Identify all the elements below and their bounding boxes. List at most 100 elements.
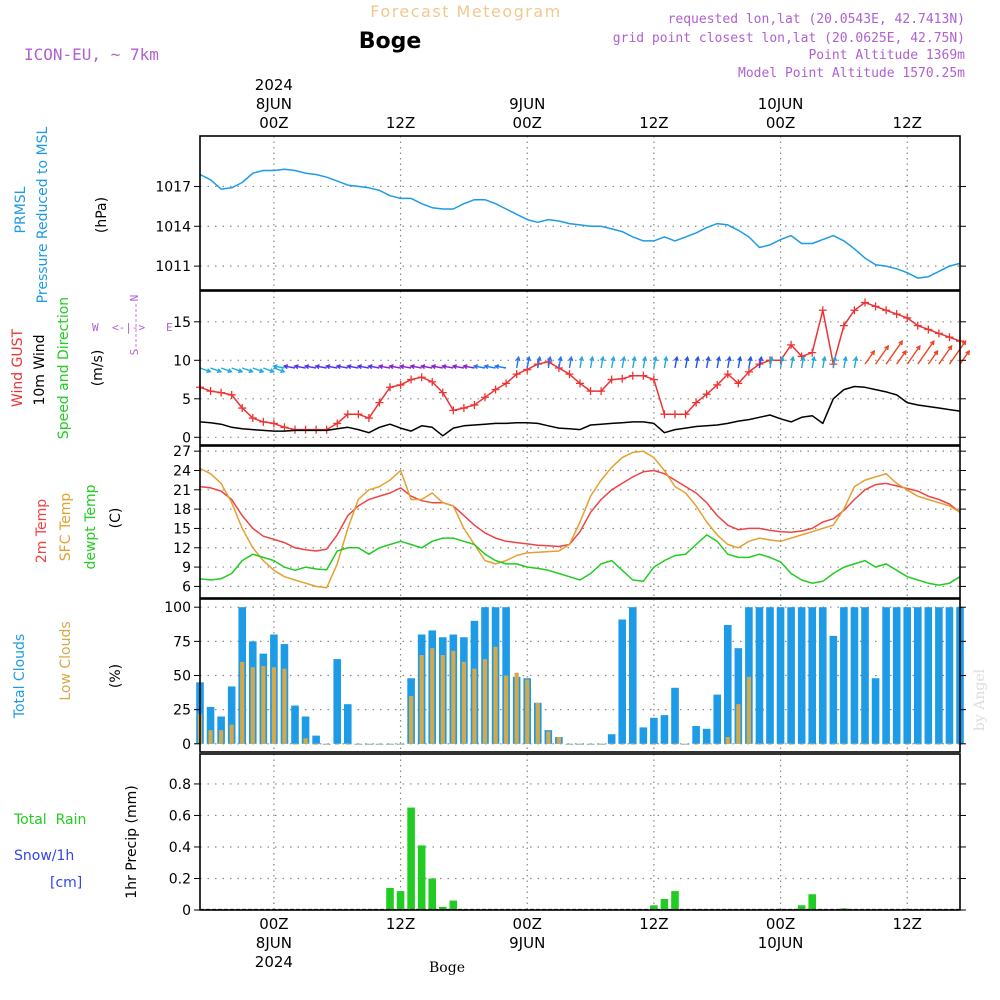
wind-label-gust: Wind GUST [10,328,26,407]
bar-clouds-1 [820,743,825,745]
wind-direction-arrow [716,355,722,369]
wind-arrow-head [589,355,595,362]
wind-arrow-shaft [526,357,530,369]
wind-arrow-shaft [610,357,615,369]
bar-clouds-0 [723,624,732,744]
wind-direction-arrow [589,355,595,369]
bar-clouds-0 [745,607,753,744]
wind-arrow-head [367,364,373,370]
bar-clouds-1 [862,743,868,745]
gust-marker [502,379,511,388]
bottom-time-label: 8JUN [256,934,292,952]
gust-marker [343,410,352,419]
gust-marker [280,423,289,432]
wind-arrow-shaft [452,365,465,369]
wind-direction-arrow [441,364,454,370]
bottom-time-label: 12Z [639,915,668,933]
wind-unit: (m/s) [90,350,106,387]
wind-arrow-shaft [568,357,573,369]
bar-clouds-1 [504,675,509,744]
wind-arrow-shaft [864,350,875,365]
wind-direction-arrow [885,340,904,365]
wind-arrow-shaft [495,365,507,369]
wind-arrow-shaft [347,365,359,369]
bar-clouds-1 [271,667,276,744]
precip-legend-cm: [cm] [50,875,82,891]
wind-arrow-shaft [273,367,285,373]
gust-marker [481,393,489,402]
gust-marker [924,325,933,334]
footer-location: Boge [429,960,465,976]
bar-precip-0 [671,891,679,910]
gust-marker [734,379,743,388]
wind-arrow-head [726,355,732,362]
bar-clouds-0 [776,607,785,744]
wind-direction-arrow [335,364,348,370]
gust-marker [787,340,796,349]
wind-arrow-shaft [621,357,625,369]
wind-arrow-head [483,364,489,370]
wind-direction-arrow [917,340,935,365]
bar-clouds-1 [736,704,741,744]
gust-marker [808,348,817,357]
wind-arrow-head [811,355,817,362]
wind-arrow-head [568,355,574,362]
wind-direction-arrow [959,349,971,365]
bar-clouds-1 [208,730,213,744]
y-tick-label: 27 [173,444,191,460]
wind-arrow-head [621,355,627,362]
credit-watermark: by Angel [972,668,988,731]
wind-arrow-head [324,364,331,370]
wind-arrow-head [652,355,658,362]
bar-clouds-1 [430,648,435,744]
gust-marker [934,329,943,338]
wind-arrow-head [747,355,753,362]
gust-marker [681,410,690,419]
bar-clouds-1 [725,736,730,744]
gust-marker [396,380,405,389]
wind-direction-arrow [241,367,254,374]
wind-arrow-shaft [800,357,805,369]
precip-legend: Total Rain Snow/1h [cm] 1hr Precip (mm) [13,785,140,898]
y-tick-label: 25 [173,703,191,719]
wind-direction-arrow [303,364,317,370]
top-time-label: 2024 [255,76,293,94]
wind-arrow-shaft [315,365,327,369]
wind-arrow-head [842,355,848,362]
wind-arrow-shaft [727,357,731,369]
wind-arrow-shaft [589,357,594,369]
gust-marker [713,380,722,389]
wind-direction-arrow [199,367,212,374]
bar-clouds-1 [324,743,329,745]
y-tick-label: 100 [164,600,191,616]
compass-n: N [128,295,141,302]
grid-point-coords: grid point closest lon,lat (20.0625E, 42… [613,31,965,46]
wind-arrow-shaft [463,365,475,369]
wind-arrow-shaft [748,357,752,369]
clouds-ylabel: Total Clouds Low Clouds (%) [12,621,124,719]
model-name: ICON-EU, ~ 7km [24,45,159,64]
y-tick-label: 5 [182,392,191,408]
wind-direction-arrow [663,355,669,369]
gust-marker [639,371,648,380]
gust-marker [871,302,880,311]
wind-arrow-shaft [853,357,858,369]
gust-marker [407,375,416,384]
gust-marker [671,410,679,419]
gust-marker [375,398,384,407]
model-altitude: Model Point Altitude 1570.25m [738,66,965,81]
y-tick-label: 15 [173,315,191,331]
wind-arrow-head [259,368,265,374]
bottom-time-label: 12Z [893,915,922,933]
wind-arrow-head [642,355,648,362]
wind-arrow-shaft [515,357,520,369]
wind-direction-arrow [779,355,785,369]
wind-arrow-head [884,344,890,351]
wind-direction-arrow [896,349,907,365]
wind-direction-arrow [356,364,370,370]
wind-arrow-shaft [273,365,285,369]
bar-clouds-0 [861,607,869,744]
bar-clouds-0 [945,607,954,744]
pressure-unit: (hPa) [94,197,110,233]
wind-arrow-head [705,355,711,362]
